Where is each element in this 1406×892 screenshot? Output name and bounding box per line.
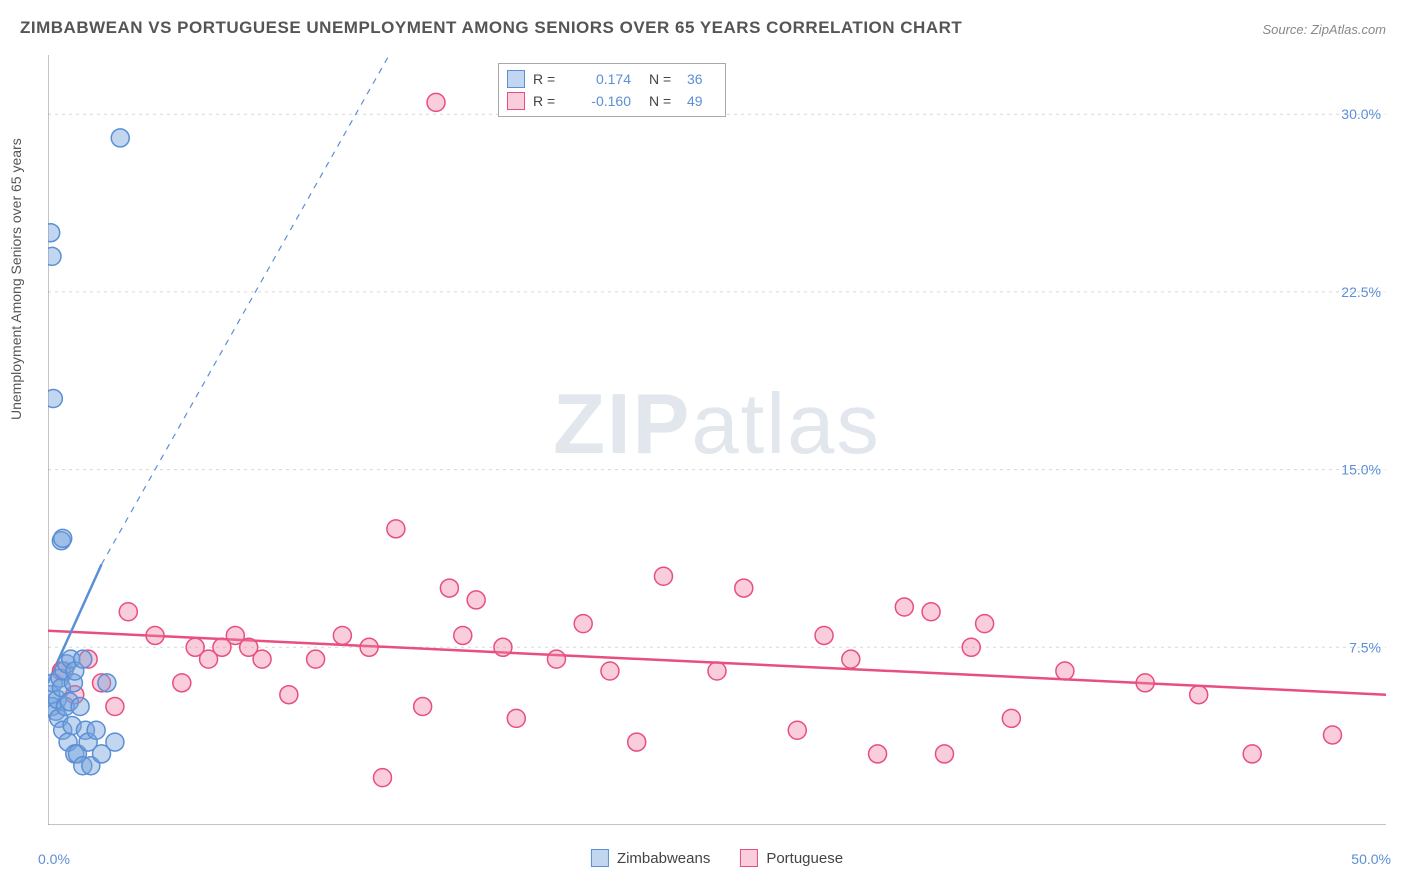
chart-area: 7.5%15.0%22.5%30.0% ZIPatlas R = 0.174 N… (48, 55, 1386, 825)
source-attribution: Source: ZipAtlas.com (1262, 22, 1386, 37)
r-value: -0.160 (571, 93, 631, 109)
n-value: 49 (687, 93, 717, 109)
n-label: N = (649, 71, 679, 87)
r-label: R = (533, 93, 563, 109)
legend-label: Portuguese (766, 850, 843, 867)
x-origin-label: 0.0% (38, 851, 70, 867)
r-value: 0.174 (571, 71, 631, 87)
legend-correlation: R = 0.174 N = 36 R = -0.160 N = 49 (498, 63, 726, 117)
legend-row-portuguese: R = -0.160 N = 49 (507, 90, 717, 112)
r-label: R = (533, 71, 563, 87)
legend-label: Zimbabweans (617, 850, 710, 867)
svg-text:22.5%: 22.5% (1341, 284, 1381, 300)
y-axis-label: Unemployment Among Seniors over 65 years (8, 138, 24, 420)
n-value: 36 (687, 71, 717, 87)
chart-title: ZIMBABWEAN VS PORTUGUESE UNEMPLOYMENT AM… (20, 18, 962, 38)
legend-swatch-icon (591, 849, 609, 867)
legend-swatch-icon (507, 70, 525, 88)
svg-text:30.0%: 30.0% (1341, 106, 1381, 122)
scatter-plot: 7.5% 15.0% 22.5% 30.0% (48, 55, 1386, 825)
x-max-label: 50.0% (1351, 851, 1391, 867)
legend-row-zimbabweans: R = 0.174 N = 36 (507, 68, 717, 90)
legend-item-portuguese: Portuguese (740, 849, 843, 867)
n-label: N = (649, 93, 679, 109)
svg-text:15.0%: 15.0% (1341, 462, 1381, 478)
legend-swatch-icon (740, 849, 758, 867)
legend-series: Zimbabweans Portuguese (591, 849, 843, 867)
svg-text:7.5%: 7.5% (1349, 639, 1381, 655)
legend-swatch-icon (507, 92, 525, 110)
legend-item-zimbabweans: Zimbabweans (591, 849, 710, 867)
